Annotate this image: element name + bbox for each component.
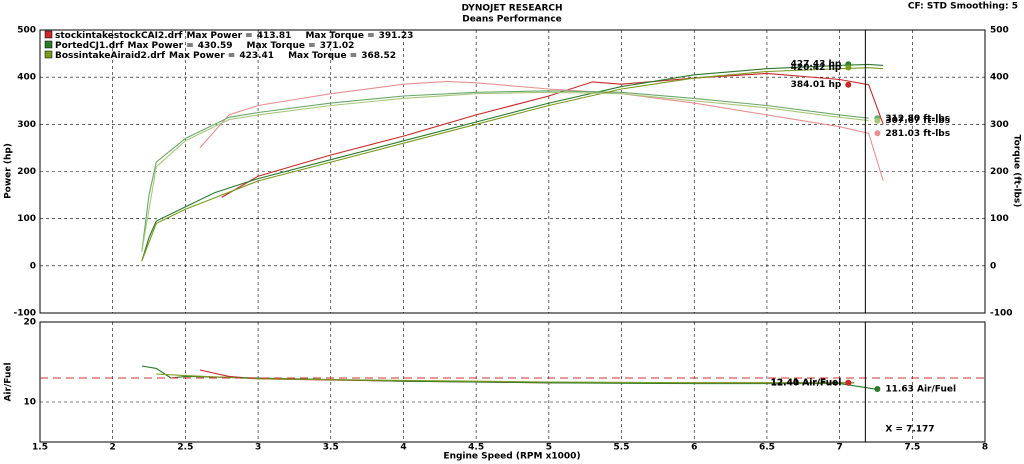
- legend-text: stockintakestockCAI2.drf: [55, 31, 183, 41]
- y2-tick-label: 400: [990, 73, 1009, 83]
- legend-swatch: [44, 50, 53, 59]
- header-settings: CF: STD Smoothing: 5: [908, 2, 1018, 12]
- x-label: Engine Speed (RPM x1000): [443, 452, 580, 462]
- readout-label: 312.80 ft-lbs: [885, 114, 950, 124]
- y2-tick-label: 0: [990, 261, 996, 271]
- readout-dot: [874, 385, 881, 392]
- readout-label: 12.41 Air/Fuel: [771, 378, 842, 388]
- y-label: Power (hp): [4, 143, 14, 199]
- y2-tick-label: -100: [990, 309, 1013, 319]
- x-tick-label: 6: [691, 443, 697, 453]
- power-line: [141, 63, 884, 262]
- readout-dot: [874, 117, 881, 124]
- legend-swatch: [44, 40, 53, 49]
- y2-label: Torque (ft-lbs): [1012, 135, 1022, 208]
- top-frame: [39, 29, 986, 314]
- x-tick-label: 1.5: [32, 443, 48, 453]
- afr-label: Air/Fuel: [4, 362, 14, 401]
- legend-swatch: [44, 30, 53, 39]
- legend-text: Max Power =: [186, 31, 252, 41]
- header-title: DYNOJET RESEARCH: [461, 4, 562, 14]
- header-subtitle: Deans Performance: [462, 15, 562, 25]
- torque-line: [199, 80, 884, 182]
- y2-tick-label: 100: [990, 214, 1009, 224]
- legend-entry: BossintakeAiraid2.drf Max Power = 423.41 Ma…: [55, 51, 396, 61]
- x-tick-label: 7.5: [904, 443, 920, 453]
- readout-label: 427.43 hp: [791, 60, 842, 70]
- legend-text: Max Power =: [169, 51, 235, 61]
- y-tick-label: 20: [23, 318, 36, 328]
- torque-line: [141, 91, 869, 252]
- readout-dot: [874, 130, 881, 137]
- afr-line: [156, 373, 855, 384]
- y2-tick-label: 300: [990, 120, 1009, 130]
- x-tick-label: 4: [400, 443, 406, 453]
- legend-entry: PortedCJ1.drf Max Power = 430.59 Max Torque…: [55, 41, 354, 51]
- legend-text: Max Torque =: [247, 41, 316, 51]
- x-tick-label: 6.5: [759, 443, 775, 453]
- readout-dot: [845, 64, 852, 71]
- x-tick-label: 3.5: [323, 443, 339, 453]
- y-tick-label: -100: [13, 309, 36, 319]
- x-tick-label: 4.5: [468, 443, 484, 453]
- legend-entry: stockintakestockCAI2.drf Max Power = 413.8…: [55, 31, 413, 41]
- legend-text: PortedCJ1.drf: [55, 41, 124, 51]
- x-tick-label: 8: [982, 443, 988, 453]
- x-tick-label: 2.5: [177, 443, 193, 453]
- readout-label: 384.01 hp: [791, 80, 842, 90]
- legend-text: 371.02: [320, 41, 355, 51]
- y-tick-label: 10: [23, 398, 36, 408]
- legend-text: 430.59: [198, 41, 233, 51]
- y-tick-label: 400: [17, 73, 36, 83]
- readout-label: 12.40 Air/Fuel: [771, 378, 842, 388]
- x-tick-label: 5.5: [614, 443, 630, 453]
- y-tick-label: 100: [17, 214, 36, 224]
- y-tick-label: 500: [17, 26, 36, 36]
- legend-text: 391.23: [379, 31, 414, 41]
- y-tick-label: 200: [17, 167, 36, 177]
- y-tick-label: 300: [17, 120, 36, 130]
- legend-text: BossintakeAiraid2.drf: [55, 51, 165, 61]
- y2-tick-label: 500: [990, 26, 1009, 36]
- x-tick-label: 5: [546, 443, 552, 453]
- power-line: [221, 72, 884, 198]
- cursor-label: X = 7.177: [885, 425, 934, 435]
- readout-label: 281.03 ft-lbs: [885, 129, 950, 139]
- torque-line: [141, 90, 869, 252]
- afr-line: [199, 369, 855, 384]
- x-tick-label: 7: [836, 443, 842, 453]
- readout-dot: [845, 81, 852, 88]
- legend-text: Max Torque =: [305, 31, 374, 41]
- x-tick-label: 3: [255, 443, 261, 453]
- x-tick-label: 2: [110, 443, 116, 453]
- legend-text: 368.52: [361, 51, 396, 61]
- readout-label: 420.42 hp: [791, 63, 842, 73]
- readout-label: 11.63 Air/Fuel: [885, 384, 956, 394]
- legend-text: 413.81: [257, 31, 292, 41]
- legend-text: 423.41: [239, 51, 274, 61]
- legend-text: Max Power =: [128, 41, 194, 51]
- readout-label: 307.67 ft-lbs: [885, 116, 950, 126]
- y-tick-label: 0: [30, 261, 36, 271]
- legend-text: Max Torque =: [288, 51, 357, 61]
- readout-dot: [845, 379, 852, 386]
- power-line: [141, 67, 884, 262]
- y2-tick-label: 200: [990, 167, 1009, 177]
